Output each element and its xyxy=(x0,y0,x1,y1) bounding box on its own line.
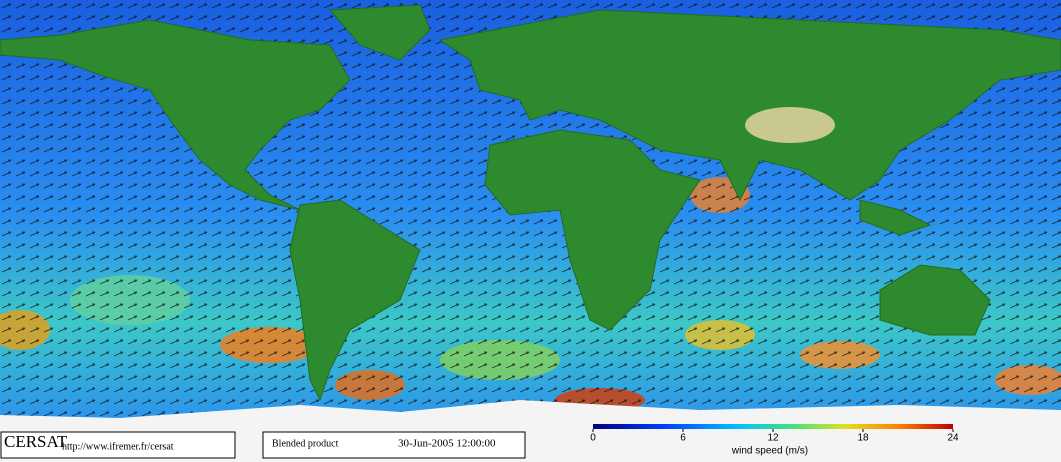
logo-box xyxy=(0,431,236,459)
colorbar-tick-label: 0 xyxy=(590,433,596,444)
url[interactable]: http://www.ifremer.fr/cersat xyxy=(62,441,174,452)
logo: CERSAT xyxy=(4,432,68,451)
continents xyxy=(0,4,1061,402)
timestamp: 30-Jun-2005 12:00:00 xyxy=(398,438,496,450)
plateau xyxy=(745,107,835,143)
colorbar-tick-label: 18 xyxy=(857,433,869,444)
colorbar xyxy=(593,424,953,429)
product-box xyxy=(262,431,526,459)
product: Blended product xyxy=(272,438,339,449)
colorbar-label: wind speed (m/s) xyxy=(731,446,808,457)
colorbar-tick-label: 24 xyxy=(947,433,959,444)
colorbar-tick-label: 12 xyxy=(767,433,779,444)
colorbar-tick-label: 6 xyxy=(680,433,686,444)
